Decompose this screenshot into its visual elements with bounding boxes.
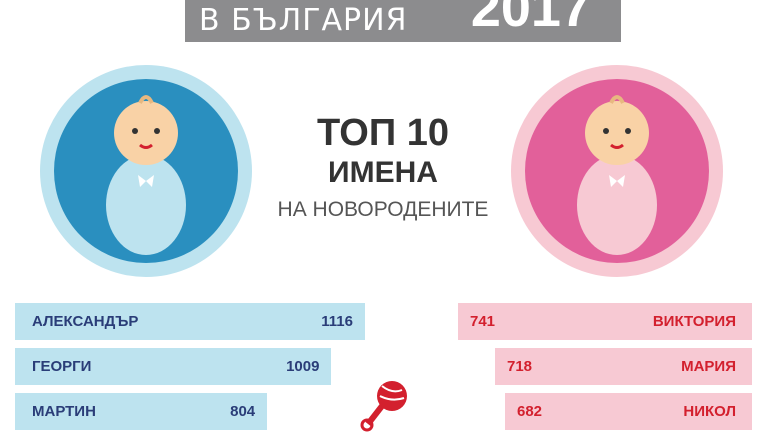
bar-girl: 682 НИКОЛ: [505, 393, 752, 430]
bar-value: 1009: [286, 358, 320, 375]
title-banner: В БЪЛГАРИЯ 2017: [185, 0, 621, 42]
bar-girl: 741 ВИКТОРИЯ: [458, 303, 752, 340]
bar-name: НИКОЛ: [683, 403, 736, 420]
bar-name: ГЕОРГИ: [32, 358, 92, 375]
bar-value: 682: [517, 403, 543, 420]
bar-girl: 718 МАРИЯ: [495, 348, 752, 385]
bar-name: МАРИЯ: [681, 358, 736, 375]
banner-year: 2017: [470, 0, 591, 38]
headline-top: ТОП 10: [317, 112, 449, 154]
rattle-icon: [360, 381, 407, 432]
bar-value: 718: [507, 358, 533, 375]
bar-boy: ГЕОРГИ 1009: [15, 348, 332, 385]
baby-girl-icon: [511, 65, 723, 277]
bar-name: АЛЕКСАНДЪР: [32, 313, 139, 330]
bar-value: 1116: [321, 313, 353, 330]
baby-boy-icon: [40, 65, 252, 277]
bar-name: МАРТИН: [32, 403, 96, 420]
bar-value: 741: [470, 313, 496, 330]
headline-newborns: НА НОВОРОДЕНИТЕ: [277, 198, 489, 221]
bar-boy: АЛЕКСАНДЪР 1116: [15, 303, 365, 340]
bar-name: ВИКТОРИЯ: [652, 313, 736, 330]
bar-boy: МАРТИН 804: [15, 393, 268, 430]
banner-subtitle: В БЪЛГАРИЯ: [199, 3, 408, 38]
bar-value: 804: [230, 403, 256, 420]
headline-names: ИМЕНА: [328, 156, 438, 189]
